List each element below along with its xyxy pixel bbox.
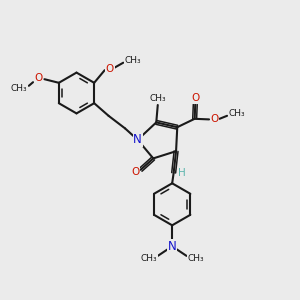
Text: CH₃: CH₃ xyxy=(125,56,142,65)
Text: CH₃: CH₃ xyxy=(149,94,166,103)
Text: CH₃: CH₃ xyxy=(187,254,204,263)
Text: O: O xyxy=(34,73,43,83)
Text: CH₃: CH₃ xyxy=(229,110,245,118)
Text: CH₃: CH₃ xyxy=(140,254,157,263)
Text: O: O xyxy=(210,114,219,124)
Text: O: O xyxy=(191,93,200,103)
Text: H: H xyxy=(178,168,186,178)
Text: O: O xyxy=(131,167,140,177)
Text: CH₃: CH₃ xyxy=(11,84,27,93)
Text: N: N xyxy=(168,240,176,253)
Text: N: N xyxy=(133,133,142,146)
Text: O: O xyxy=(106,64,114,74)
